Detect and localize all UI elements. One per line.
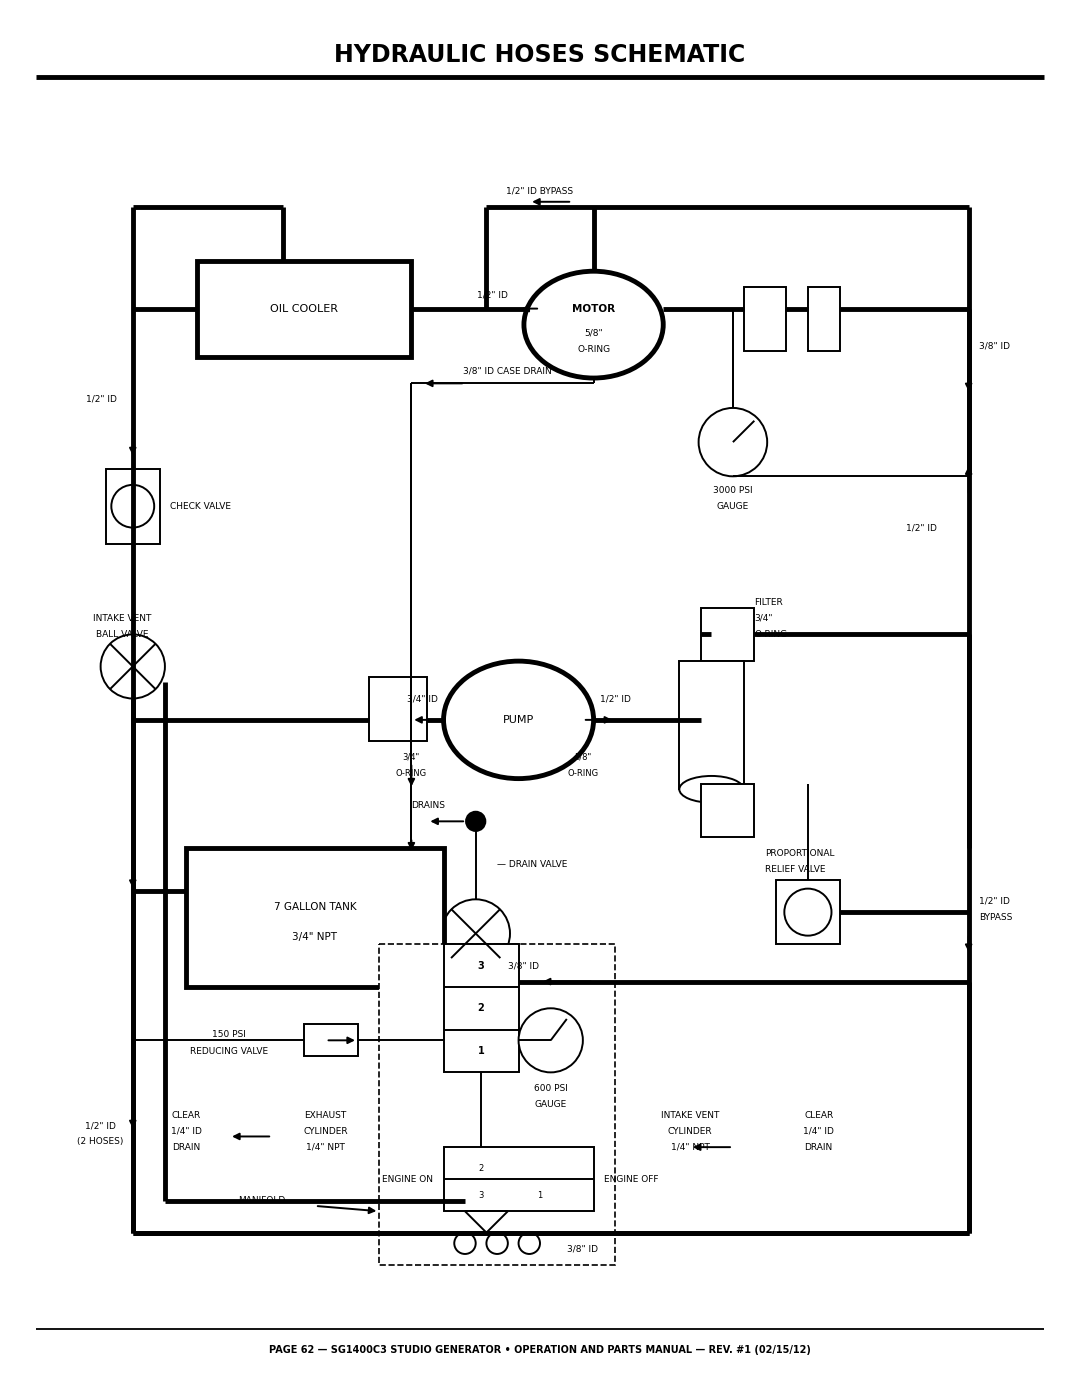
Text: MANIFOLD: MANIFOLD: [238, 1196, 285, 1206]
Bar: [775, 880, 840, 944]
Circle shape: [455, 1232, 475, 1255]
Text: ENGINE ON: ENGINE ON: [382, 1175, 433, 1183]
Text: O-RING: O-RING: [577, 345, 610, 353]
Text: BYPASS: BYPASS: [980, 914, 1013, 922]
Text: O-RING: O-RING: [567, 768, 598, 778]
Text: 1/2" ID: 1/2" ID: [85, 395, 117, 404]
Text: FILTER: FILTER: [754, 598, 783, 606]
Text: PROPORTIONAL: PROPORTIONAL: [765, 849, 835, 858]
Text: 3/8" ID: 3/8" ID: [508, 961, 539, 970]
Bar: [187, 848, 444, 986]
Text: 3/4" NPT: 3/4" NPT: [293, 932, 337, 942]
Text: 1/2" ID: 1/2" ID: [980, 897, 1010, 907]
Text: 7 GALLON TANK: 7 GALLON TANK: [273, 902, 356, 912]
Text: 5/8": 5/8": [584, 328, 603, 338]
Bar: [679, 661, 744, 789]
Text: 1/4" ID: 1/4" ID: [804, 1126, 834, 1136]
Text: 1/4" NPT: 1/4" NPT: [307, 1143, 346, 1151]
Circle shape: [100, 634, 165, 698]
Text: GAUGE: GAUGE: [717, 502, 750, 511]
Text: DRAIN: DRAIN: [805, 1143, 833, 1151]
Text: DRAINS: DRAINS: [411, 800, 445, 810]
Bar: [444, 1147, 594, 1211]
Circle shape: [467, 812, 485, 831]
Text: CYLINDER: CYLINDER: [303, 1126, 348, 1136]
Text: CLEAR: CLEAR: [172, 1111, 201, 1119]
Text: 600 PSI: 600 PSI: [534, 1084, 568, 1092]
Ellipse shape: [444, 661, 594, 778]
Text: 1/2" ID: 1/2" ID: [599, 694, 631, 703]
Text: 1/2" ID: 1/2" ID: [85, 1122, 116, 1130]
Text: 1/2" ID: 1/2" ID: [477, 291, 508, 299]
Text: CLEAR: CLEAR: [804, 1111, 834, 1119]
Text: 3/4": 3/4": [403, 753, 420, 761]
Circle shape: [518, 1009, 583, 1073]
Text: 2: 2: [477, 1003, 485, 1013]
Circle shape: [518, 1232, 540, 1255]
Text: CHECK VALVE: CHECK VALVE: [171, 502, 231, 511]
Text: RELIEF VALVE: RELIEF VALVE: [765, 865, 825, 875]
Circle shape: [486, 1232, 508, 1255]
Text: — DRAIN VALVE: — DRAIN VALVE: [497, 859, 567, 869]
Text: 3/8" ID: 3/8" ID: [567, 1245, 598, 1253]
Text: 3/4" ID: 3/4" ID: [407, 694, 437, 703]
Text: REDUCING VALVE: REDUCING VALVE: [190, 1046, 268, 1056]
Bar: [368, 678, 428, 742]
Text: 1: 1: [538, 1190, 542, 1200]
Text: 1/2" ID: 1/2" ID: [906, 522, 936, 532]
Text: EXHAUST: EXHAUST: [305, 1111, 347, 1119]
Text: 1/4" NPT: 1/4" NPT: [671, 1143, 710, 1151]
Circle shape: [784, 888, 832, 936]
Bar: [808, 288, 840, 351]
Text: PUMP: PUMP: [503, 715, 535, 725]
Bar: [444, 944, 518, 1073]
Bar: [106, 469, 160, 543]
Circle shape: [111, 485, 154, 528]
Text: 3/8" ID CASE DRAIN: 3/8" ID CASE DRAIN: [463, 366, 552, 374]
Text: O-RING: O-RING: [396, 768, 427, 778]
Bar: [305, 1024, 357, 1056]
Text: MOTOR: MOTOR: [572, 303, 616, 313]
Text: ENGINE OFF: ENGINE OFF: [605, 1175, 659, 1183]
Bar: [744, 288, 786, 351]
Text: 3: 3: [477, 961, 485, 971]
Text: 3000 PSI: 3000 PSI: [713, 486, 753, 495]
Text: 3: 3: [478, 1190, 484, 1200]
Text: O-RING: O-RING: [754, 630, 787, 638]
Text: CYLINDER: CYLINDER: [667, 1126, 713, 1136]
Bar: [197, 260, 411, 356]
Text: 3/8" ID: 3/8" ID: [980, 341, 1011, 351]
Bar: [701, 608, 754, 661]
Text: OIL COOLER: OIL COOLER: [270, 303, 338, 313]
Text: 3/4": 3/4": [754, 613, 773, 623]
Circle shape: [442, 900, 510, 968]
Text: PAGE 62 — SG1400C3 STUDIO GENERATOR • OPERATION AND PARTS MANUAL — REV. #1 (02/1: PAGE 62 — SG1400C3 STUDIO GENERATOR • OP…: [269, 1345, 811, 1355]
Text: DRAIN: DRAIN: [172, 1143, 201, 1151]
Text: 1/4" ID: 1/4" ID: [171, 1126, 202, 1136]
Text: 1/2" ID BYPASS: 1/2" ID BYPASS: [507, 187, 573, 196]
Bar: [379, 944, 615, 1264]
Text: (2 HOSES): (2 HOSES): [78, 1137, 124, 1147]
Text: GAUGE: GAUGE: [535, 1099, 567, 1109]
Ellipse shape: [524, 271, 663, 379]
Bar: [701, 784, 754, 837]
Text: INTAKE VENT: INTAKE VENT: [661, 1111, 719, 1119]
Text: HYDRAULIC HOSES SCHEMATIC: HYDRAULIC HOSES SCHEMATIC: [335, 43, 745, 67]
Text: 5/8": 5/8": [575, 753, 592, 761]
Text: 1: 1: [477, 1046, 485, 1056]
Text: BALL VALVE: BALL VALVE: [96, 630, 148, 638]
Text: INTAKE VENT: INTAKE VENT: [93, 613, 151, 623]
Circle shape: [699, 408, 767, 476]
Text: 150 PSI: 150 PSI: [213, 1031, 246, 1039]
Text: 2: 2: [478, 1164, 484, 1173]
Ellipse shape: [679, 775, 744, 803]
